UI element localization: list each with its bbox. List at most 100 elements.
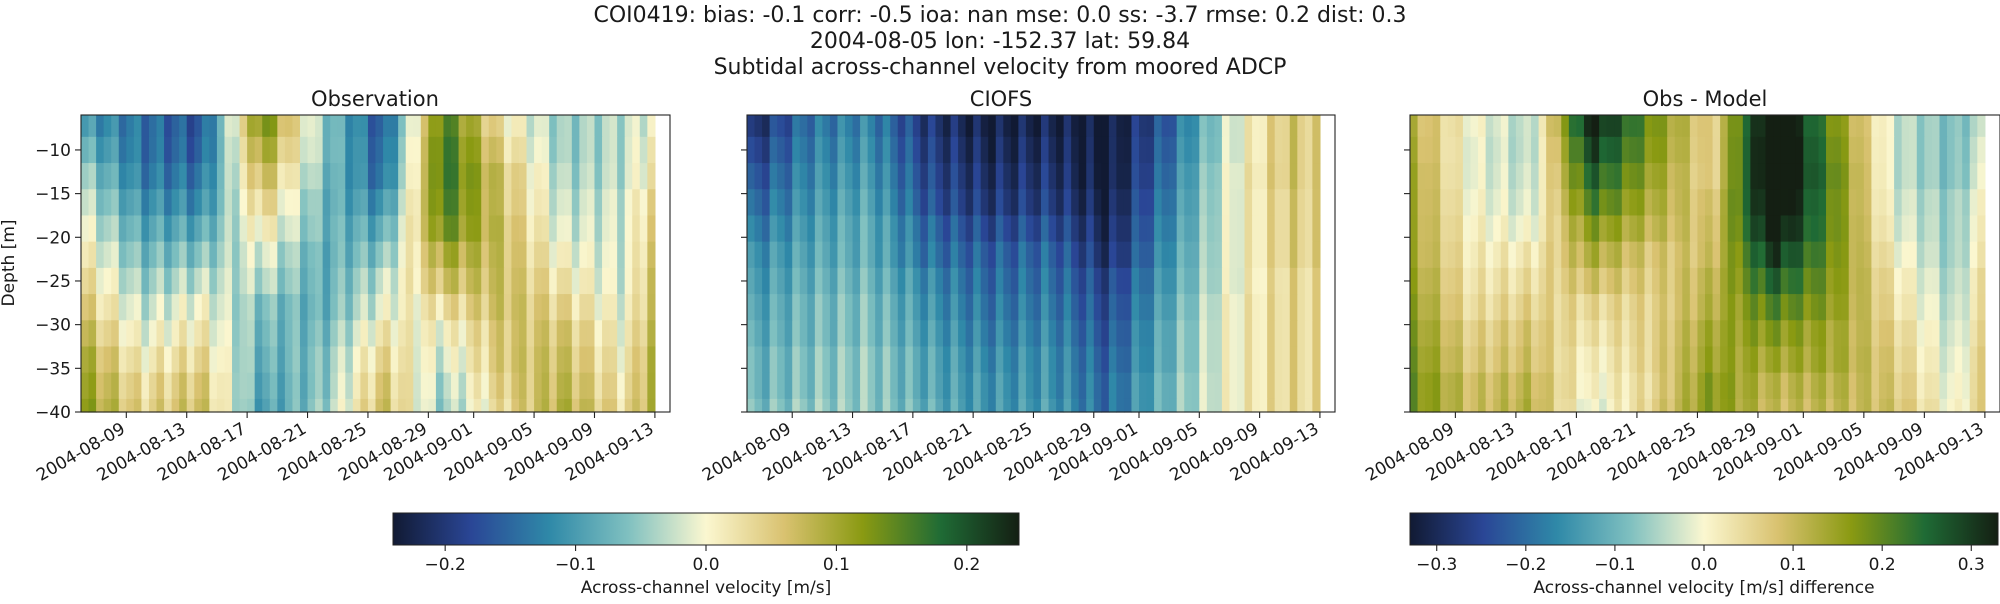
- heatmap-cell: [769, 136, 778, 164]
- heatmap-cell: [829, 267, 839, 295]
- heatmap-cell: [216, 346, 226, 374]
- heatmap-cell: [1447, 241, 1456, 269]
- heatmap-cell: [1493, 372, 1502, 400]
- heatmap-cell: [1705, 398, 1714, 413]
- heatmap-cell: [1033, 320, 1042, 348]
- heatmap-cell: [807, 267, 816, 295]
- heatmap-cell: [1086, 115, 1095, 138]
- heatmap-cell: [777, 241, 786, 269]
- heatmap-cell: [1304, 241, 1313, 269]
- heatmap-cell: [1252, 398, 1261, 413]
- heatmap-cell: [1689, 189, 1699, 217]
- heatmap-cell: [927, 372, 937, 400]
- heatmap-cell: [1244, 346, 1253, 374]
- heatmap-cell: [1169, 267, 1178, 295]
- heatmap-cell: [262, 241, 271, 269]
- heatmap-cell: [1599, 372, 1608, 400]
- heatmap-cell: [1546, 398, 1555, 413]
- heatmap-cell: [1108, 372, 1117, 400]
- heatmap-cell: [209, 115, 218, 138]
- heatmap-cell: [81, 320, 90, 348]
- heatmap-cell: [890, 294, 899, 321]
- heatmap-cell: [935, 189, 944, 217]
- heatmap-cell: [912, 398, 921, 413]
- heatmap-cell: [413, 346, 422, 374]
- heatmap-cell: [602, 115, 611, 138]
- heatmap-cell: [488, 136, 497, 164]
- heatmap-cell: [1108, 115, 1117, 138]
- heatmap-cell: [1886, 189, 1895, 217]
- heatmap-cell: [617, 372, 626, 400]
- heatmap-cell: [451, 115, 460, 138]
- heatmap-cell: [1515, 294, 1525, 321]
- heatmap-cell: [571, 241, 580, 269]
- heatmap-cell: [1561, 267, 1570, 295]
- heatmap-cell: [201, 320, 210, 348]
- heatmap-cell: [1826, 115, 1835, 138]
- heatmap-cell: [496, 241, 505, 269]
- heatmap-cell: [1538, 346, 1547, 374]
- heatmap-cell: [1682, 115, 1691, 138]
- heatmap-cell: [1621, 215, 1630, 243]
- heatmap-cell: [1025, 215, 1035, 243]
- heatmap-cell: [912, 346, 921, 374]
- heatmap-cell: [1954, 136, 1963, 164]
- heatmap-cell: [1682, 398, 1691, 413]
- heatmap-cell: [1765, 267, 1774, 295]
- heatmap-cell: [556, 115, 565, 138]
- heatmap-cell: [609, 320, 618, 348]
- heatmap-cell: [232, 398, 241, 413]
- heatmap-cell: [1425, 372, 1434, 400]
- heatmap-cell: [299, 294, 309, 321]
- heatmap-cell: [829, 136, 839, 164]
- heatmap-cell: [458, 189, 467, 217]
- heatmap-cell: [549, 267, 558, 295]
- heatmap-cell: [1947, 189, 1956, 217]
- heatmap-cell: [747, 398, 756, 413]
- heatmap-cell: [1199, 163, 1208, 190]
- heatmap-cell: [1856, 267, 1865, 295]
- heatmap-cell: [458, 241, 467, 269]
- heatmap-cell: [1478, 398, 1487, 413]
- heatmap-cell: [950, 346, 959, 374]
- heatmap-cell: [1304, 115, 1313, 138]
- heatmap-cell: [451, 398, 460, 413]
- heatmap-cell: [262, 267, 271, 295]
- heatmap-cell: [1659, 398, 1668, 413]
- heatmap-cell: [156, 163, 165, 190]
- heatmap-cell: [1894, 163, 1903, 190]
- heatmap-cell: [209, 189, 218, 217]
- heatmap-cell: [1826, 346, 1835, 374]
- heatmap-cell: [1018, 372, 1027, 400]
- heatmap-cell: [837, 189, 846, 217]
- heatmap-cell: [1591, 294, 1600, 321]
- heatmap-cell: [1931, 136, 1941, 164]
- heatmap-cell: [111, 136, 120, 164]
- heatmap-cell: [428, 398, 437, 413]
- heatmap-cell: [1244, 320, 1253, 348]
- heatmap-cell: [882, 294, 891, 321]
- heatmap-cell: [1455, 241, 1464, 269]
- heatmap-cell: [602, 372, 611, 400]
- heatmap-cell: [284, 294, 294, 321]
- heatmap-cell: [1969, 294, 1978, 321]
- heatmap-cell: [1417, 320, 1426, 348]
- heatmap-cell: [1599, 115, 1608, 138]
- heatmap-cell: [958, 241, 967, 269]
- heatmap-cell: [1259, 372, 1268, 400]
- heatmap-cell: [375, 115, 384, 138]
- heatmap-cell: [594, 115, 603, 138]
- heatmap-cell: [1742, 320, 1751, 348]
- heatmap-cell: [1553, 267, 1562, 295]
- heatmap-cell: [315, 398, 324, 413]
- heatmap-cell: [458, 294, 467, 321]
- heatmap-cell: [617, 189, 626, 217]
- heatmap-cell: [1199, 241, 1208, 269]
- heatmap-cell: [1425, 241, 1434, 269]
- heatmap-cell: [322, 115, 331, 138]
- heatmap-cell: [1735, 346, 1744, 374]
- heatmap-cell: [322, 215, 331, 243]
- heatmap-cell: [1931, 320, 1941, 348]
- heatmap-cell: [232, 346, 241, 374]
- heatmap-cell: [473, 398, 482, 413]
